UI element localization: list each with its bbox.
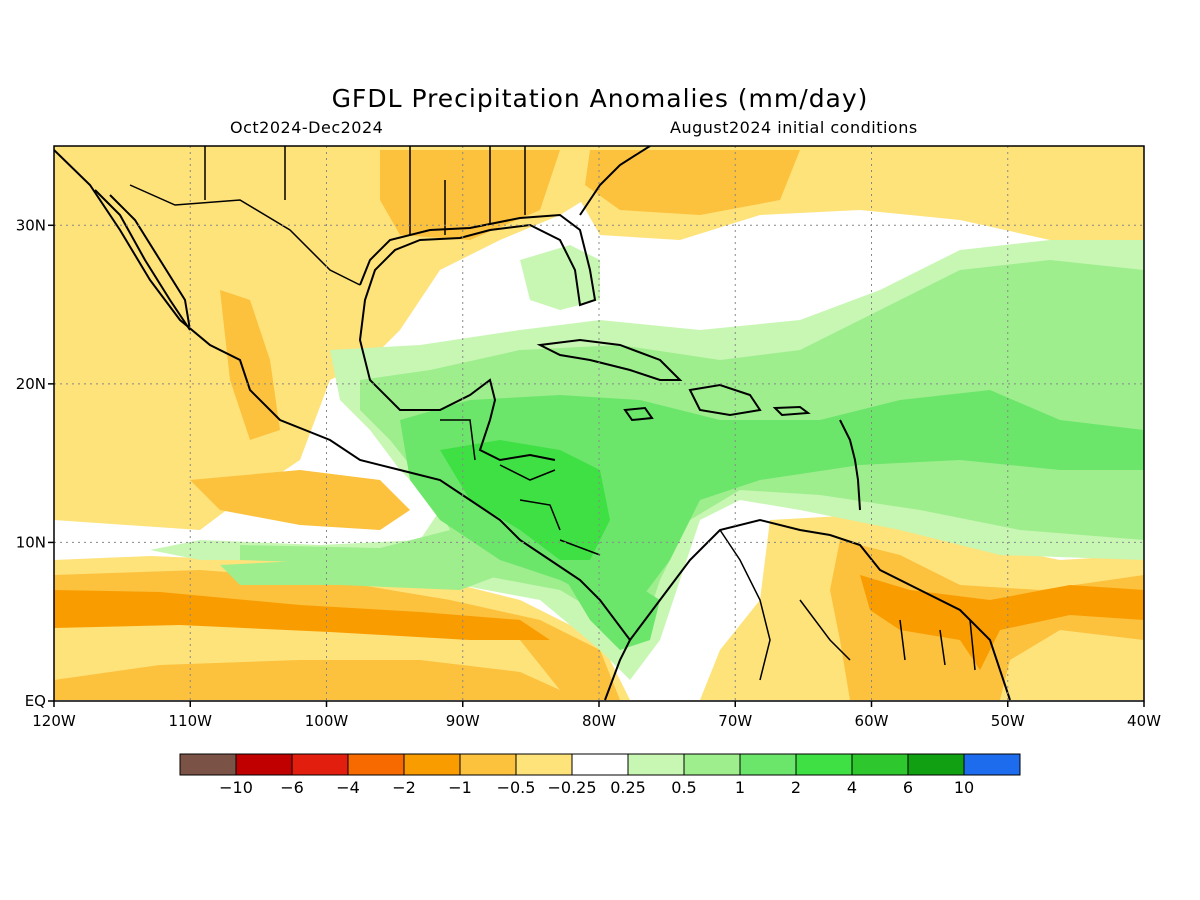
colorbar-swatch: [907, 753, 965, 776]
dry-anomaly-layer: [54, 146, 1144, 700]
lon-tick-label: 120W: [32, 712, 76, 730]
coast-north-america-pacific: [54, 149, 632, 701]
dry-region-pacific-core: [54, 590, 550, 640]
latitude-axis: EQ 10N 20N 30N: [16, 216, 54, 710]
colorbar-label: 4: [847, 778, 857, 797]
coast-hispaniola: [688, 383, 762, 417]
colorbar-label: −1: [448, 778, 472, 797]
colorbar-label: 2: [791, 778, 801, 797]
lon-tick-label: 50W: [991, 712, 1025, 730]
lon-tick-label: 40W: [1127, 712, 1161, 730]
border-venezuela-colombia: [719, 529, 851, 681]
dry-region-baja: [220, 290, 280, 440]
colorbar-label: −6: [280, 778, 304, 797]
lat-tick-label: 30N: [16, 216, 46, 234]
wet-region-florida: [520, 245, 600, 310]
dry-region-gulf-band: [380, 150, 560, 240]
border-central-america: [440, 419, 601, 556]
colorbar-label: −4: [336, 778, 360, 797]
lat-tick-label: EQ: [25, 692, 46, 710]
lon-tick-label: 100W: [305, 712, 349, 730]
coast-puerto-rico: [772, 405, 811, 417]
colorbar-label: −0.25: [547, 778, 596, 797]
lon-tick-label: 60W: [855, 712, 889, 730]
colorbar-label: −10: [219, 778, 253, 797]
colorbar-swatch: [291, 753, 349, 776]
border-us-states: [204, 146, 526, 235]
wet-region-central-america-core: [440, 440, 610, 560]
colorbar-swatch: [515, 753, 573, 776]
colorbar-swatch: [739, 753, 797, 776]
lon-tick-label: 80W: [582, 712, 616, 730]
coast-jamaica: [623, 406, 654, 422]
dry-region-atlantic-band: [585, 150, 800, 215]
init-conditions-label: August2024 initial conditions: [670, 118, 918, 137]
colorbar-label: 6: [903, 778, 913, 797]
colorbar-swatch: [683, 753, 741, 776]
colorbar-swatch: [627, 753, 685, 776]
colorbar-swatch: [795, 753, 853, 776]
colorbar-swatch: [179, 753, 237, 776]
colorbar-swatch: [571, 753, 629, 776]
dry-region-mexico-north: [54, 146, 650, 530]
political-borders: [129, 146, 976, 681]
coast-us-atlantic: [579, 146, 651, 216]
longitude-axis: 120W 110W 100W 90W 80W 70W 60W 50W 40W: [32, 701, 1161, 730]
colorbar-label: 10: [954, 778, 974, 797]
wet-region-colombia: [560, 570, 660, 650]
colorbar: −10 −6 −4 −2 −1 −0.5 −0.25 0.25 0.5 1 2 4 6 10: [179, 753, 1021, 797]
border-us-mexico: [129, 184, 361, 286]
lat-tick-label: 10N: [16, 533, 46, 551]
colorbar-label: 0.5: [671, 778, 696, 797]
colorbar-swatch: [459, 753, 517, 776]
coastlines: [54, 146, 1011, 701]
coast-baja: [94, 189, 191, 331]
lon-tick-label: 70W: [718, 712, 752, 730]
anomaly-field: [54, 146, 1144, 701]
colorbar-label: −0.5: [497, 778, 536, 797]
colorbar-label: −2: [392, 778, 416, 797]
wet-region-pacific-strip: [220, 560, 500, 590]
wet-anomaly-layer: [150, 240, 1144, 680]
season-label: Oct2024-Dec2024: [230, 118, 384, 137]
colorbar-swatch: [235, 753, 293, 776]
lat-tick-label: 20N: [16, 375, 46, 393]
map-grid: [54, 146, 1144, 701]
colorbar-swatch: [963, 753, 1021, 776]
lon-tick-label: 90W: [446, 712, 480, 730]
colorbar-label: 0.25: [610, 778, 646, 797]
lon-tick-label: 110W: [169, 712, 213, 730]
colorbar-swatch: [851, 753, 909, 776]
coast-gulf-of-mexico: [358, 213, 597, 462]
border-guianas: [899, 619, 976, 671]
coast-south-america-north: [629, 518, 1011, 701]
colorbar-label: 1: [735, 778, 745, 797]
colorbar-swatch: [403, 753, 461, 776]
coast-cuba: [536, 338, 683, 381]
dry-region-guianas-core: [860, 575, 1144, 670]
coast-lesser-antilles: [839, 419, 861, 511]
chart-title: GFDL Precipitation Anomalies (mm/day): [331, 84, 869, 113]
colorbar-swatch: [347, 753, 405, 776]
dry-region-pacific-blob: [190, 470, 410, 530]
